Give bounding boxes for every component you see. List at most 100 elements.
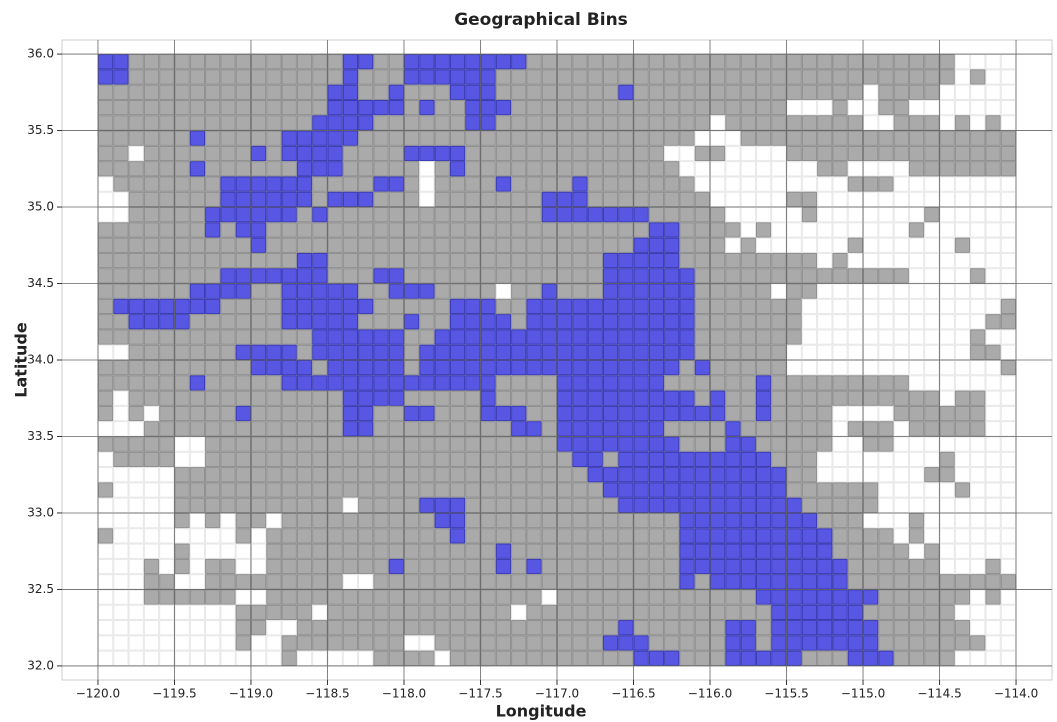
cell [970,558,986,575]
y-tick-label: 33.0 [27,505,54,519]
cell [449,405,466,422]
cell [771,191,787,208]
cell [694,191,711,208]
cell [342,528,359,544]
cell [388,207,404,223]
cell [633,176,649,192]
cell [358,405,374,422]
cell [296,283,313,299]
cell [1000,405,1017,422]
cell [786,222,802,238]
cell [1000,650,1017,666]
cell [205,145,221,162]
cell [189,375,206,391]
cell [908,268,925,284]
y-tick-label: 32.0 [27,658,54,672]
cell [327,298,343,315]
cell [1000,237,1017,253]
cell [480,512,496,529]
cell [847,130,864,146]
cell [572,497,588,513]
cell [893,497,909,513]
cell [312,375,328,391]
cell [863,620,879,636]
cell [633,130,649,146]
cell [740,650,756,666]
cell [403,161,420,177]
cell [419,237,435,253]
cell [465,497,481,513]
cell [373,375,389,391]
cell [174,512,190,529]
cell [189,99,206,116]
cell [113,558,129,575]
cell [740,130,756,146]
cell [526,375,542,391]
cell [97,497,114,513]
cell [801,390,818,406]
cell [327,421,343,437]
cell [449,589,466,605]
cell [725,451,741,468]
cell [985,635,1001,651]
cell [786,69,802,85]
cell [694,283,711,299]
cell [618,329,634,345]
cell [511,574,527,590]
cell [694,620,711,636]
cell [694,298,711,315]
cell [755,558,772,575]
cell [449,497,466,513]
cell [970,191,986,208]
cell [97,589,114,605]
cell [541,99,557,116]
cell [679,191,695,208]
cell [449,467,466,483]
x-tick-label: −117.5 [458,687,502,701]
cell [281,268,297,284]
cell [235,650,251,666]
cell [924,54,940,70]
cell [786,451,802,468]
cell [985,482,1001,498]
cell [1000,161,1017,177]
cell [817,528,833,544]
cell [541,512,557,529]
cell [266,237,282,253]
cell [220,283,236,299]
cell [664,268,680,284]
cell [1000,421,1017,437]
cell [312,528,328,544]
cell [694,237,711,253]
cell [511,589,527,605]
cell [648,528,665,544]
cell [572,54,588,70]
cell [205,497,221,513]
cell [189,115,206,131]
cell [1000,130,1017,146]
cell [710,574,726,590]
cell [618,543,634,559]
cell [342,512,359,529]
cell [908,314,925,330]
cell [174,145,190,162]
cell [633,421,649,437]
cell [250,436,267,452]
cell [511,84,527,100]
cell [220,329,236,345]
cell [710,161,726,177]
cell [250,176,267,192]
cell [465,222,481,238]
cell [449,329,466,345]
cell [143,512,160,529]
cell [373,69,389,85]
cell [740,237,756,253]
cell [403,237,420,253]
cell [174,69,190,85]
cell [939,130,955,146]
cell [159,543,175,559]
x-tick-label: −115.0 [841,687,885,701]
cell [403,635,420,651]
cell [1000,329,1017,345]
cell [725,528,741,544]
